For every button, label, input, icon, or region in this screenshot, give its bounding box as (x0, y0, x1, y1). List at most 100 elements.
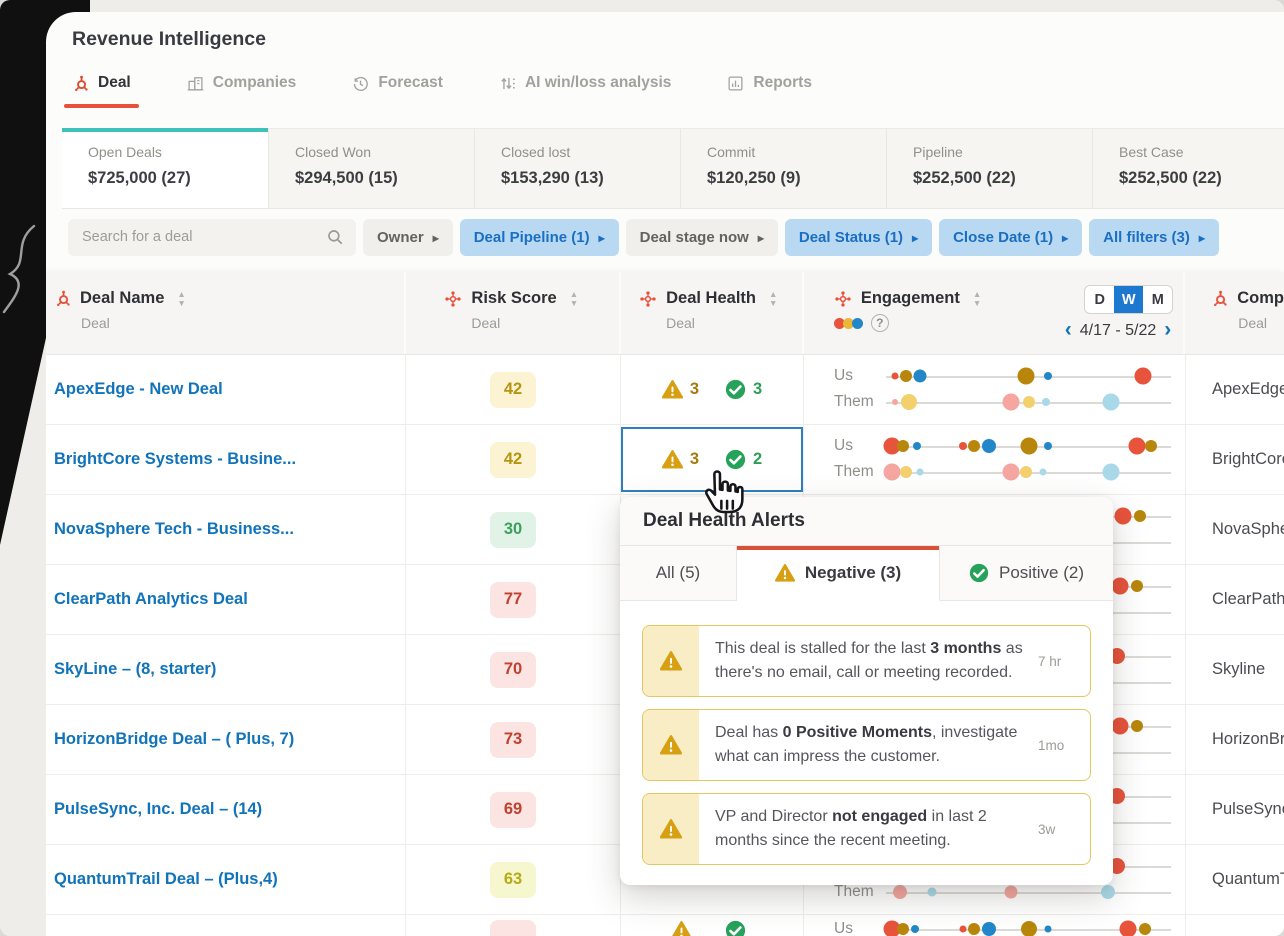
negative-alert-count[interactable] (671, 920, 699, 936)
engagement-timeline[interactable] (886, 880, 1171, 904)
card-label: Best Case (1119, 144, 1184, 160)
filter-chip-all-filters-3-[interactable]: All filters (3) ▸ (1089, 218, 1219, 256)
card-value: $153,290 (13) (501, 169, 604, 187)
filter-chip-deal-pipeline-1-[interactable]: Deal Pipeline (1) ▸ (459, 218, 619, 256)
engagement-row-label: Them (834, 393, 874, 410)
popup-tab-all-5-[interactable]: All (5) (620, 546, 737, 601)
summary-card-open-deals[interactable]: Open Deals $725,000 (27) (62, 128, 268, 208)
column-header-risk-score[interactable]: Risk Score ▲ ▼ Deal (404, 272, 619, 354)
engagement-dot (891, 399, 898, 405)
filter-chip-close-date-1-[interactable]: Close Date (1) ▸ (939, 218, 1083, 256)
popup-tab-negative-3-[interactable]: Negative (3) (737, 546, 940, 601)
engagement-timeline[interactable] (886, 364, 1171, 388)
engagement-dot (1017, 367, 1035, 385)
summary-card-closed-lost[interactable]: Closed lost $153,290 (13) (474, 129, 680, 208)
deal-name-link[interactable]: QuantumTrail Deal – (Plus,4) (54, 870, 278, 888)
negative-alert-count[interactable]: 3 (661, 449, 699, 470)
engagement-dot (897, 923, 910, 935)
tab-reports[interactable]: Reports (727, 74, 812, 108)
deal-name-link[interactable]: PulseSync, Inc. Deal – (14) (54, 800, 263, 818)
next-chevron-icon[interactable]: › (1164, 318, 1172, 341)
engagement-timeline[interactable] (883, 460, 1171, 484)
risk-score-cell: 73 (405, 705, 620, 774)
sort-icon[interactable]: ▲ ▼ (569, 288, 579, 308)
alert-warning-strip (643, 626, 699, 696)
engagement-them-row: Them (834, 880, 1171, 904)
search-input[interactable] (80, 228, 326, 246)
positive-alert-count[interactable]: 2 (725, 449, 762, 470)
deal-name-link[interactable]: NovaSphere Tech - Business... (54, 520, 294, 538)
risk-score-badge: 70 (490, 651, 536, 688)
prev-chevron-icon[interactable]: ‹ (1064, 318, 1072, 341)
deal-name-link[interactable]: HorizonBridge Deal – ( Plus, 7) (54, 730, 295, 748)
engagement-dot (1004, 885, 1018, 899)
deal-name-cell: BrightCore Systems - Busine... (46, 425, 405, 494)
deal-name-link[interactable]: ClearPath Analytics Deal (54, 590, 248, 608)
card-value: $294,500 (15) (295, 169, 398, 187)
granularity-W[interactable]: W (1114, 286, 1144, 313)
engagement-dot (1111, 577, 1129, 595)
engagement-dot (968, 440, 981, 452)
sort-icon[interactable]: ▲ ▼ (768, 288, 778, 308)
chevron-right-icon: ▸ (1062, 230, 1069, 245)
column-subtitle: Deal (666, 315, 695, 331)
popup-tab-positive-2-[interactable]: Positive (2) (940, 546, 1113, 601)
positive-alert-count[interactable] (725, 920, 753, 936)
company-cell: NovaSphere (1185, 495, 1284, 564)
filter-chip-owner[interactable]: Owner ▸ (363, 218, 453, 256)
engagement-timeline[interactable] (883, 434, 1171, 458)
negative-alert-count[interactable]: 3 (661, 379, 699, 400)
tab-ai-win-loss-analysis[interactable]: AI win/loss analysis (499, 74, 671, 108)
alert-age: 3w (1038, 821, 1056, 837)
filter-chip-deal-status-1-[interactable]: Deal Status (1) ▸ (784, 218, 933, 256)
tab-label: Companies (212, 74, 297, 91)
chip-label: Close Date (1) (953, 228, 1054, 246)
engagement-dot (883, 437, 901, 455)
summary-card-commit[interactable]: Commit $120,250 (9) (680, 129, 886, 208)
tab-forecast[interactable]: Forecast (352, 74, 443, 108)
summary-card-closed-won[interactable]: Closed Won $294,500 (15) (268, 129, 474, 208)
engagement-dot (1020, 437, 1037, 455)
engagement-dot (1022, 396, 1035, 408)
deal-search[interactable] (68, 218, 356, 256)
column-title: Risk Score (471, 289, 557, 307)
granularity-D[interactable]: D (1094, 291, 1105, 308)
deal-name-cell: NovaSphere Tech - Business... (46, 495, 405, 564)
tab-deal[interactable]: Deal (64, 74, 139, 108)
engagement-dot (913, 442, 922, 450)
tab-companies[interactable]: Companies (187, 74, 297, 108)
engagement-cell[interactable]: Us Them (803, 915, 1185, 936)
deal-health-cell[interactable]: 3 2 (620, 425, 803, 494)
table-row: Us Them (46, 915, 1284, 936)
granularity-M[interactable]: M (1151, 291, 1164, 308)
positive-alert-count[interactable]: 3 (725, 379, 762, 400)
engagement-dot (1101, 885, 1116, 899)
help-icon[interactable]: ? (870, 314, 889, 332)
clock-history-icon (352, 75, 369, 92)
column-header-company[interactable]: Comp Deal (1183, 272, 1284, 354)
column-header-deal-name[interactable]: Deal Name ▲ ▼ Deal (46, 272, 404, 354)
engagement-timeline[interactable] (886, 390, 1171, 414)
warning-icon (671, 920, 692, 936)
column-header-deal-health[interactable]: Deal Health ▲ ▼ Deal (619, 272, 802, 354)
custom-property-icon (444, 290, 462, 308)
deal-health-cell[interactable] (620, 915, 803, 936)
summary-card-best-case[interactable]: Best Case $252,500 (22) (1092, 129, 1284, 208)
engagement-row-label: Them (834, 883, 874, 900)
deal-health-cell[interactable]: 3 3 (620, 355, 803, 424)
sort-icon[interactable]: ▲ ▼ (177, 288, 186, 308)
engagement-dot (899, 466, 912, 478)
engagement-us-row: Us (834, 364, 1171, 388)
deal-name-link[interactable]: ApexEdge - New Deal (54, 380, 223, 398)
filter-chip-deal-stage-now[interactable]: Deal stage now ▸ (625, 218, 778, 256)
engagement-cell[interactable]: Us Them (803, 355, 1185, 424)
engagement-cell[interactable]: Us Them (803, 425, 1185, 494)
card-label: Closed Won (295, 144, 372, 160)
deal-name-link[interactable]: BrightCore Systems - Busine... (54, 450, 297, 468)
deal-name-link[interactable]: SkyLine – (8, starter) (54, 660, 217, 678)
summary-card-pipeline[interactable]: Pipeline $252,500 (22) (886, 129, 1092, 208)
engagement-timeline[interactable] (883, 917, 1171, 936)
sort-icon[interactable]: ▲ ▼ (972, 288, 982, 308)
